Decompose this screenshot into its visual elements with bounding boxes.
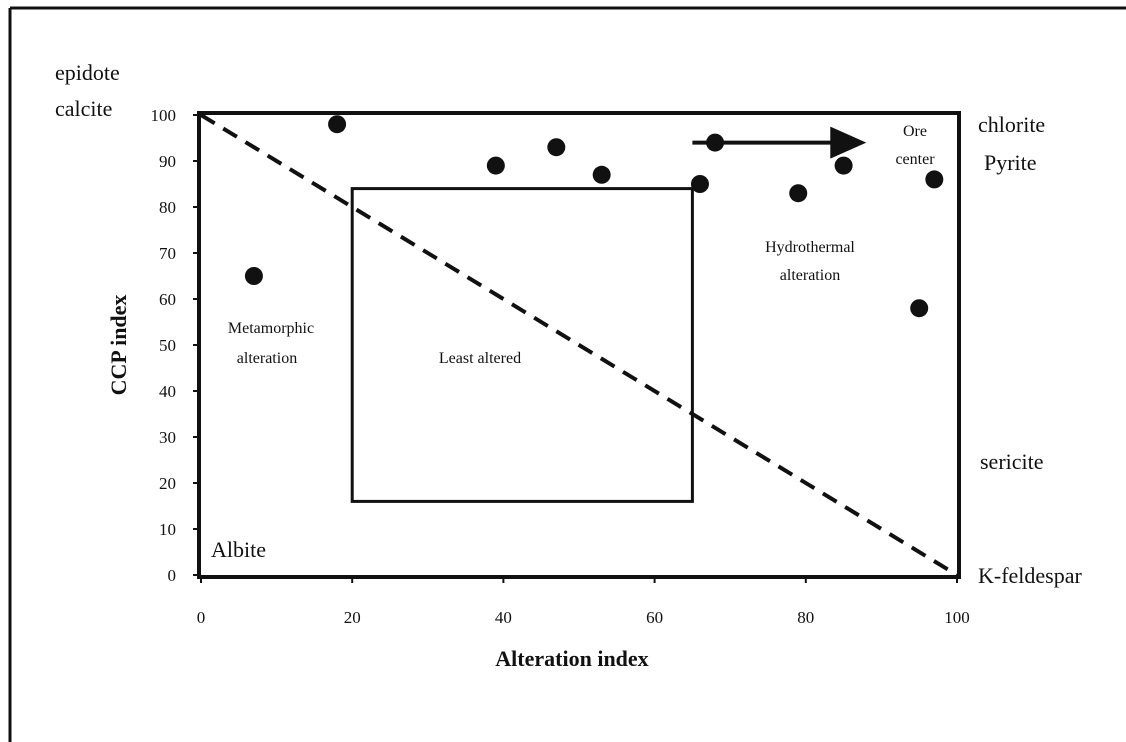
data-point — [690, 175, 709, 193]
label-sericite: sericite — [980, 449, 1044, 474]
data-points — [244, 115, 944, 318]
label-pyrite: Pyrite — [984, 150, 1037, 175]
arrow-head — [830, 126, 867, 159]
least-altered-box — [350, 187, 694, 503]
y-tick-label: 90 — [159, 152, 176, 171]
x-tick-label: 100 — [944, 608, 970, 627]
annotation-ore: Ore — [903, 123, 927, 140]
x-tick-label: 0 — [197, 608, 206, 627]
annotation-center: center — [895, 151, 935, 168]
y-tick-label: 60 — [159, 290, 176, 309]
y-tick-label: 40 — [159, 382, 176, 401]
annotation-metamorphic-1: Metamorphic — [228, 320, 314, 337]
label-chlorite: chlorite — [978, 112, 1045, 137]
data-point — [592, 165, 611, 184]
y-tick-label: 30 — [159, 428, 176, 447]
label-k-feldespar: K-feldespar — [978, 563, 1083, 588]
y-tick-label: 80 — [159, 198, 176, 217]
x-tick-label: 20 — [344, 608, 361, 627]
annotation-hydrothermal-2: alteration — [780, 267, 840, 284]
data-point — [834, 156, 853, 175]
y-axis-ticks: 0 10 20 30 40 50 60 70 80 90 100 — [151, 106, 201, 585]
x-axis-title: Alteration index — [495, 646, 648, 671]
x-tick-label: 40 — [495, 608, 512, 627]
y-tick-label: 70 — [159, 244, 176, 263]
y-tick-label: 10 — [159, 520, 176, 539]
data-point — [925, 170, 944, 189]
data-point — [706, 133, 725, 152]
data-point — [486, 156, 505, 175]
label-calcite: calcite — [55, 96, 112, 121]
data-point — [910, 299, 929, 318]
data-point — [547, 138, 566, 157]
y-tick-label: 100 — [151, 106, 177, 125]
y-tick-label: 0 — [168, 566, 177, 585]
trend-line — [199, 113, 959, 577]
x-tick-label: 80 — [797, 608, 814, 627]
data-point — [789, 184, 808, 203]
annotation-hydrothermal-1: Hydrothermal — [765, 239, 855, 256]
data-point — [244, 267, 263, 285]
data-point — [328, 115, 347, 134]
y-tick-label: 50 — [159, 336, 176, 355]
y-axis-title: CCP index — [106, 295, 131, 396]
y-tick-label: 20 — [159, 474, 176, 493]
label-epidote: epidote — [55, 60, 120, 85]
annotation-least-altered: Least altered — [439, 350, 521, 367]
annotation-metamorphic-2: alteration — [237, 350, 297, 367]
x-tick-label: 60 — [646, 608, 663, 627]
label-albite: Albite — [211, 537, 266, 562]
x-axis-ticks: 0 20 40 60 80 100 — [197, 575, 970, 627]
